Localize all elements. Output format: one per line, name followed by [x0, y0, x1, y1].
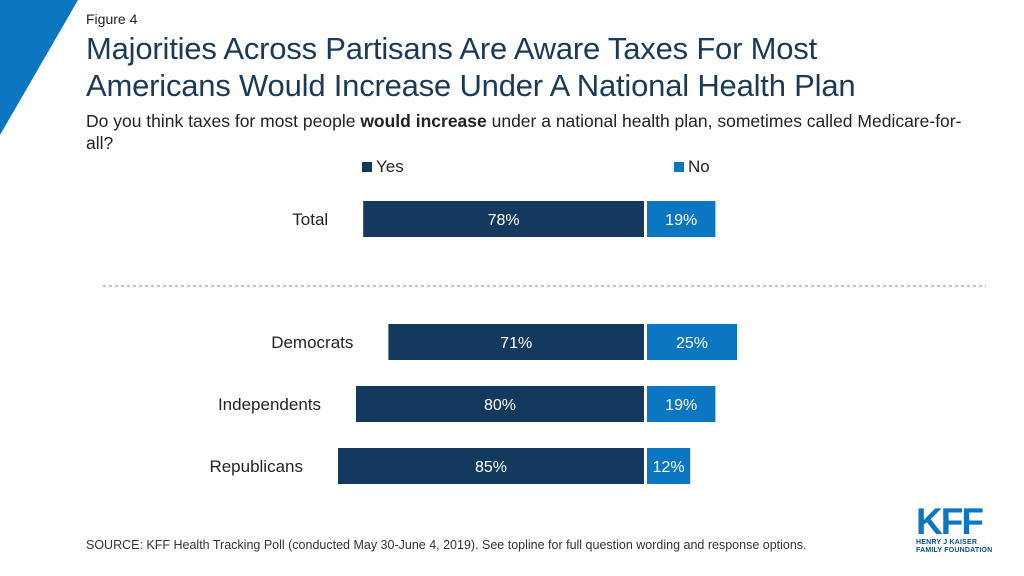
- bar-yes-total: [363, 201, 644, 237]
- category-label-total: Total: [292, 210, 328, 229]
- bar-no-republicans: [647, 448, 691, 484]
- category-label-democrats: Democrats: [271, 333, 353, 352]
- subtitle-text-2: under a national health plan, sometimes …: [86, 111, 962, 153]
- data-label-no-total: 19%: [665, 212, 697, 229]
- logo-line-2: FAMILY FOUNDATION: [916, 547, 993, 554]
- logo-line-1: HENRY J KAISER: [916, 539, 978, 546]
- chart-title: Majorities Across Partisans Are Aware Ta…: [86, 30, 1006, 104]
- bar-no-independents: [647, 386, 716, 422]
- legend-item-yes: Yes: [362, 157, 404, 177]
- category-label-republicans: Republicans: [209, 457, 303, 476]
- legend-item-no: No: [674, 157, 710, 177]
- bar-yes-democrats: [388, 324, 644, 360]
- data-label-yes-independents: 80%: [484, 397, 516, 414]
- category-label-independents: Independents: [218, 395, 321, 414]
- data-label-no-republicans: 12%: [653, 459, 685, 476]
- data-label-no-independents: 19%: [665, 397, 697, 414]
- bar-no-democrats: [647, 324, 737, 360]
- kff-logo: KFF HENRY J KAISER FAMILY FOUNDATION: [916, 501, 996, 555]
- logo-mark: KFF: [916, 501, 984, 542]
- subtitle-emphasis: would increase: [360, 111, 487, 131]
- legend-label-yes: Yes: [376, 157, 404, 176]
- chart-title-line-1: Majorities Across Partisans Are Aware Ta…: [86, 31, 818, 66]
- data-label-yes-total: 78%: [488, 212, 520, 229]
- legend-swatch-yes: [362, 162, 372, 172]
- bar-yes-republicans: [338, 448, 644, 484]
- figure-label: Figure 4: [86, 11, 138, 27]
- corner-accent-shape: [0, 0, 78, 135]
- data-label-yes-democrats: 71%: [500, 335, 532, 352]
- data-label-no-democrats: 25%: [676, 335, 708, 352]
- chart-title-line-2: Americans Would Increase Under A Nationa…: [86, 68, 856, 103]
- chart-subtitle: Do you think taxes for most people would…: [86, 110, 966, 154]
- source-note: SOURCE: KFF Health Tracking Poll (conduc…: [86, 538, 807, 552]
- data-label-yes-republicans: 85%: [475, 459, 507, 476]
- legend-label-no: No: [688, 157, 710, 176]
- legend-swatch-no: [674, 162, 684, 172]
- subtitle-text-1: Do you think taxes for most people: [86, 111, 361, 131]
- bar-yes-independents: [356, 386, 644, 422]
- bar-no-total: [647, 201, 716, 237]
